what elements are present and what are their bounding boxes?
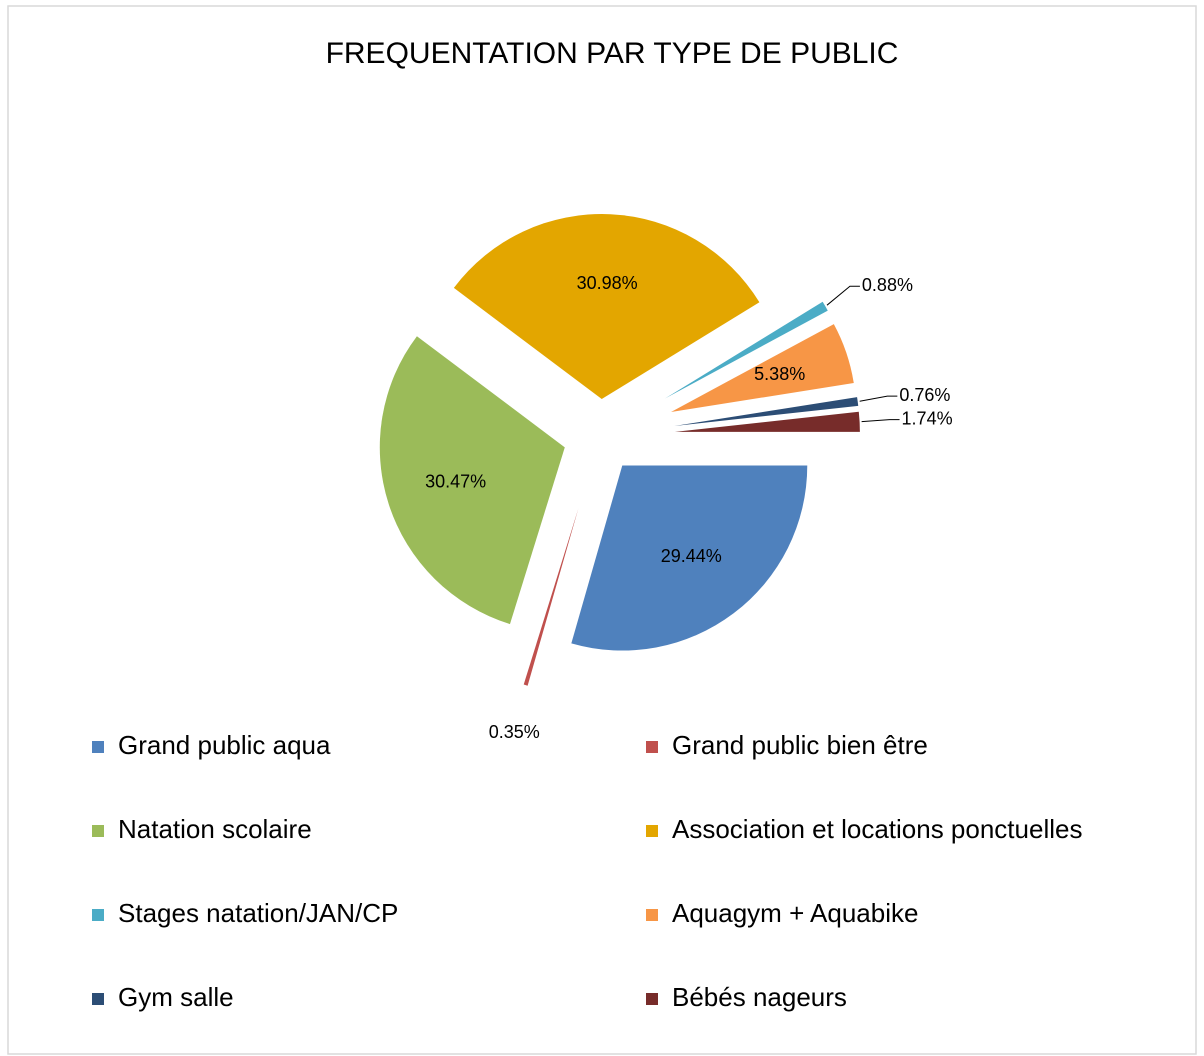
chart-frame bbox=[7, 5, 1197, 1055]
legend-swatch bbox=[92, 741, 104, 753]
legend-swatch bbox=[646, 825, 658, 837]
legend-label: Stages natation/JAN/CP bbox=[118, 898, 398, 928]
legend-label: Aquagym + Aquabike bbox=[672, 898, 918, 928]
pie-slice bbox=[571, 465, 808, 651]
data-label: 0.76% bbox=[899, 385, 950, 405]
legend-label: Grand public aqua bbox=[118, 730, 331, 760]
legend-swatch bbox=[92, 993, 104, 1005]
data-label: 30.47% bbox=[425, 471, 486, 491]
pie-slice bbox=[453, 214, 760, 400]
legend-swatch bbox=[92, 825, 104, 837]
data-label: 30.98% bbox=[577, 273, 638, 293]
legend-label: Gym salle bbox=[118, 982, 234, 1012]
legend-label: Grand public bien être bbox=[672, 730, 928, 760]
pie-slice bbox=[674, 411, 860, 432]
pie-slice bbox=[671, 324, 854, 412]
data-label: 5.38% bbox=[754, 364, 805, 384]
legend-label: Association et locations ponctuelles bbox=[672, 814, 1082, 844]
chart-title: FREQUENTATION PAR TYPE DE PUBLIC bbox=[326, 37, 899, 70]
leader-line bbox=[826, 285, 860, 306]
pie-slice bbox=[674, 397, 859, 427]
leader-line bbox=[859, 395, 898, 402]
pie-slice bbox=[379, 336, 565, 625]
legend-swatch bbox=[646, 741, 658, 753]
data-label: 29.44% bbox=[661, 546, 722, 566]
legend-swatch bbox=[646, 993, 658, 1005]
leader-line bbox=[861, 419, 900, 423]
pie-slice bbox=[523, 507, 579, 686]
legend-label: Natation scolaire bbox=[118, 814, 312, 844]
pie-slice bbox=[664, 301, 828, 399]
legend-label: Bébés nageurs bbox=[672, 982, 847, 1012]
legend-swatch bbox=[646, 909, 658, 921]
data-label: 0.88% bbox=[862, 275, 913, 295]
data-label: 0.35% bbox=[489, 722, 540, 742]
data-label: 1.74% bbox=[902, 408, 953, 428]
legend-swatch bbox=[92, 909, 104, 921]
